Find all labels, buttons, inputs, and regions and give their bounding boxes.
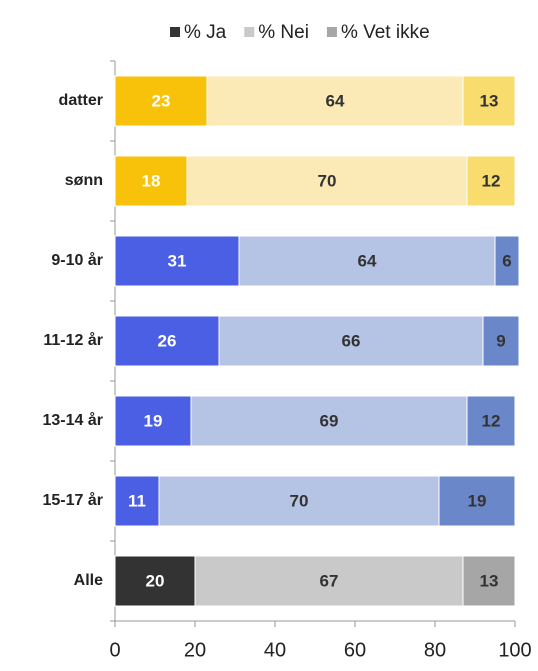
value-label: 9 [496, 331, 505, 350]
value-label: 13 [480, 91, 499, 110]
bar-segment [114, 555, 196, 607]
bar-segment [114, 75, 208, 127]
value-label: 67 [320, 571, 339, 590]
bar-segment [466, 155, 516, 207]
bar-segment [206, 75, 464, 127]
bar-segment [158, 475, 440, 527]
value-label: 31 [168, 251, 187, 270]
legend-swatch [170, 27, 180, 37]
bar-segment [114, 395, 192, 447]
value-label: 26 [158, 331, 177, 350]
x-tick-label: 0 [109, 639, 120, 661]
x-tick-label: 100 [498, 639, 531, 661]
x-tick-label: 80 [424, 639, 446, 661]
value-label: 70 [290, 491, 309, 510]
value-label: 12 [482, 411, 501, 430]
bar-segment [238, 235, 496, 287]
category-label: 13-14 år [43, 411, 104, 429]
category-label: Alle [74, 572, 103, 589]
category-label: sønn [65, 172, 103, 189]
legend-label: % Vet ikke [341, 22, 430, 43]
value-label: 66 [342, 331, 361, 350]
bar-segment [438, 475, 516, 527]
x-tick-label: 60 [344, 639, 366, 661]
value-label: 69 [320, 411, 339, 430]
bar-segment [494, 235, 520, 287]
legend-swatch [244, 27, 255, 37]
value-label: 19 [144, 411, 163, 430]
category-label: 9-10 år [51, 251, 103, 269]
value-label: 6 [502, 251, 511, 270]
category-label: datter [59, 92, 103, 109]
bar-segment [218, 315, 484, 367]
x-tick-label: 40 [264, 639, 286, 661]
value-label: 64 [358, 251, 377, 270]
legend-label: % Nei [258, 22, 309, 43]
category-label: 15-17 år [43, 491, 104, 509]
category-label: 11-12 år [43, 331, 103, 349]
bar-segment [466, 395, 516, 447]
bar-segment [114, 235, 240, 287]
value-label: 12 [482, 171, 501, 190]
value-label: 70 [318, 171, 337, 190]
value-label: 19 [468, 491, 487, 510]
bar-segment [462, 75, 516, 127]
bar-segment [186, 155, 468, 207]
x-tick-label: 20 [184, 639, 206, 661]
value-label: 18 [142, 171, 161, 190]
bar-segment [114, 475, 160, 527]
bar-segment [194, 555, 464, 607]
value-label: 11 [128, 491, 146, 510]
bar-segment [114, 315, 220, 367]
value-label: 64 [326, 91, 345, 110]
legend-swatch [326, 27, 337, 37]
value-label: 20 [146, 571, 165, 590]
value-label: 23 [152, 91, 171, 110]
bar-segment [190, 395, 468, 447]
value-label: 13 [480, 571, 499, 590]
legend-label: % Ja [184, 22, 227, 43]
bar-segment [462, 555, 516, 607]
bar-segment [482, 315, 520, 367]
